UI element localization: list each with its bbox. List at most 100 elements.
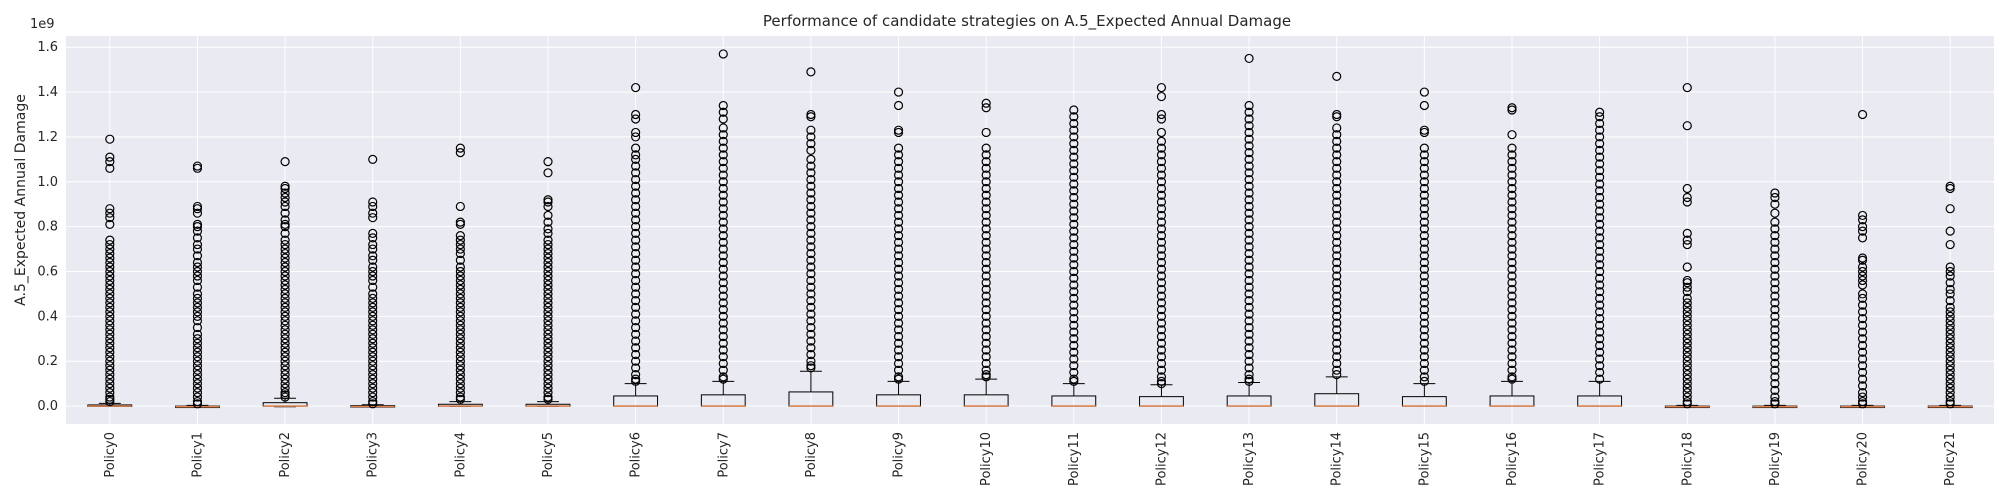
outlier-point (105, 235, 115, 245)
outlier-point (1945, 296, 1955, 306)
outlier-point (893, 156, 904, 167)
outlier-point (1069, 112, 1079, 122)
outlier-point (1595, 367, 1605, 378)
outlier-point (718, 231, 728, 241)
outlier-point (192, 208, 203, 218)
outlier-point (455, 289, 465, 299)
outlier-point (455, 383, 465, 393)
box-policy6 (613, 82, 659, 407)
outlier-point (893, 237, 904, 247)
outlier-point (1244, 235, 1254, 245)
outlier-point (105, 208, 115, 218)
outlier-point (1419, 331, 1429, 342)
outlier-point (1332, 331, 1342, 342)
outlier-point (192, 383, 203, 393)
outlier-point (981, 271, 991, 281)
outlier-point (1595, 300, 1605, 310)
outlier-point (1069, 334, 1079, 344)
outlier-point (455, 334, 465, 344)
outlier-point (718, 197, 728, 207)
outlier-point (1595, 340, 1605, 351)
outlier-point (1507, 284, 1517, 295)
y-offset-label: 1e9 (30, 17, 55, 32)
box-policy20 (1840, 109, 1885, 409)
outlier-point (1945, 266, 1955, 277)
outlier-point (1595, 125, 1605, 135)
outlier-point (1156, 217, 1167, 227)
outlier-point (105, 275, 115, 286)
outlier-point (368, 298, 378, 308)
outlier-point (1682, 356, 1692, 366)
outlier-point (1945, 307, 1955, 317)
x-tick-label: Policy16 (1505, 432, 1520, 486)
outlier-point (1419, 183, 1429, 194)
outlier-point (192, 307, 203, 317)
outlier-point (455, 262, 465, 272)
outlier-point (1332, 244, 1342, 254)
outlier-point (1419, 197, 1429, 207)
outlier-point (1244, 262, 1254, 272)
outlier-point (105, 271, 115, 281)
outlier-point (1156, 150, 1167, 160)
outlier-point (1156, 264, 1167, 274)
outlier-point (280, 215, 290, 225)
outlier-point (981, 190, 991, 200)
outlier-point (1507, 291, 1517, 301)
outlier-point (1332, 338, 1342, 348)
outlier-point (1770, 284, 1780, 295)
outlier-point (806, 215, 816, 225)
outlier-point (1857, 392, 1868, 402)
outlier-point (1595, 233, 1605, 243)
outlier-point (1419, 278, 1429, 288)
outlier-point (1595, 334, 1605, 344)
outlier-point (1682, 262, 1692, 272)
outlier-point (718, 271, 728, 281)
outlier-point (1156, 338, 1167, 348)
outlier-point (1244, 248, 1254, 259)
outlier-point (1507, 338, 1517, 348)
outlier-point (105, 293, 115, 304)
outlier-point (543, 370, 553, 380)
outlier-point (543, 302, 553, 312)
outlier-point (1069, 132, 1079, 142)
outlier-point (1156, 183, 1167, 194)
outlier-point (1244, 370, 1254, 380)
outlier-point (105, 307, 115, 317)
outlier-point (1069, 347, 1079, 357)
outlier-point (1069, 340, 1079, 351)
outlier-point (1069, 145, 1079, 155)
outlier-point (280, 208, 290, 218)
outlier-point (981, 231, 991, 241)
outlier-point (368, 239, 378, 250)
outlier-point (368, 213, 378, 223)
outlier-point (280, 338, 290, 348)
outlier-point (893, 251, 904, 261)
outlier-point (1857, 300, 1868, 310)
outlier-point (1069, 125, 1079, 135)
x-tick-label: Policy5 (541, 432, 556, 478)
outlier-point (455, 275, 465, 286)
outlier-point (1244, 296, 1254, 306)
outlier-point (893, 365, 904, 375)
outlier-point (1857, 327, 1868, 337)
outlier-point (718, 298, 728, 308)
outlier-point (631, 309, 641, 319)
outlier-point (981, 298, 991, 308)
outlier-point (1507, 278, 1517, 288)
outlier-point (1595, 172, 1605, 182)
outlier-point (192, 316, 203, 326)
outlier-point (1682, 388, 1692, 398)
outlier-point (280, 392, 290, 402)
outlier-point (1244, 222, 1254, 232)
outlier-point (368, 289, 378, 299)
outlier-point (1419, 284, 1429, 295)
outlier-point (1945, 361, 1955, 371)
outlier-point (1945, 356, 1955, 366)
outlier-point (1857, 367, 1868, 378)
outlier-point (192, 374, 203, 384)
outlier-point (1507, 352, 1517, 362)
outlier-point (1945, 388, 1955, 398)
outlier-point (981, 98, 991, 108)
outlier-point (1682, 334, 1692, 344)
outlier-point (806, 139, 816, 149)
